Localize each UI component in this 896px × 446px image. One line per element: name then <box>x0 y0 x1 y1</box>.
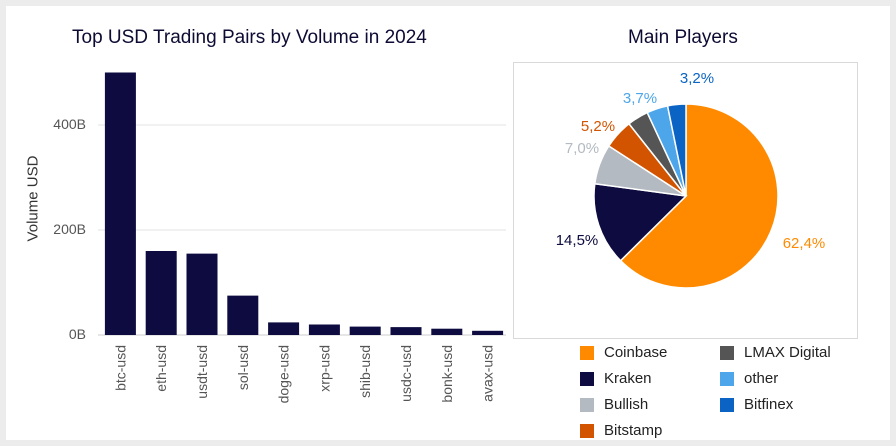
legend-swatch <box>720 345 734 360</box>
pie-slice-label: 62,4% <box>783 235 826 252</box>
legend-label: Coinbase <box>604 344 668 361</box>
bar-x-tick-label: usdc-usd <box>398 345 414 402</box>
window-border-right <box>890 0 896 446</box>
legend-swatch <box>580 423 594 438</box>
pie-chart-title: Main Players <box>628 27 738 48</box>
window-border-bottom <box>0 440 896 446</box>
bar-sol-usd <box>227 295 259 335</box>
legend-label: Bitstamp <box>604 422 663 439</box>
pie-slice-label: 7,0% <box>565 140 599 157</box>
legend-item-bullish: Bullish <box>580 396 648 413</box>
legend-swatch <box>580 397 594 412</box>
bar-x-tick-label: shib-usd <box>357 345 373 398</box>
bar-btc-usd <box>104 72 136 335</box>
pie-slice-bitfinex <box>666 103 687 197</box>
bar-y-tick-label: 200B <box>53 221 86 237</box>
legend-item-other: other <box>720 370 778 387</box>
bar-x-tick-label: btc-usd <box>112 345 128 391</box>
legend-label: LMAX Digital <box>744 344 831 361</box>
bar-x-tick-label: avax-usd <box>480 345 496 402</box>
window-border-left <box>0 0 6 446</box>
bar-x-tick-label: usdt-usd <box>194 345 210 399</box>
legend-label: Bitfinex <box>744 396 794 413</box>
legend-item-kraken: Kraken <box>580 370 652 387</box>
legend-swatch <box>720 371 734 386</box>
bar-y-tick-label: 0B <box>68 326 86 342</box>
bar-x-tick-label: bonk-usd <box>439 345 455 403</box>
window-border-top <box>0 0 896 6</box>
legend-label: Bullish <box>604 396 649 413</box>
bar-y-tick-label: 400B <box>53 116 86 132</box>
pie-slice-label: 3,7% <box>623 90 657 107</box>
bar-shib-usd <box>349 326 381 335</box>
legend-swatch <box>580 371 594 386</box>
legend-label: Kraken <box>604 370 652 387</box>
legend-swatch <box>720 397 734 412</box>
bar-eth-usd <box>145 251 177 335</box>
bar-chart-title: Top USD Trading Pairs by Volume in 2024 <box>72 27 427 48</box>
bar-usdc-usd <box>390 327 422 335</box>
bar-x-tick-label: sol-usd <box>235 345 251 390</box>
pie-slice-kraken <box>593 182 688 262</box>
legend-item-bitstamp: Bitstamp <box>580 422 662 439</box>
pie-chart-legend: Coinbase LMAX Digital Kraken other Bullish Bi… <box>580 342 860 442</box>
legend-item-bitfinex: Bitfinex <box>720 396 793 413</box>
bar-avax-usd <box>472 330 504 335</box>
pie-slice-label: 5,2% <box>581 118 615 135</box>
bar-doge-usd <box>268 322 300 335</box>
legend-swatch <box>580 345 594 360</box>
pie-slice-label: 3,2% <box>680 70 714 87</box>
bar-x-tick-label: doge-usd <box>276 345 292 403</box>
legend-item-coinbase: Coinbase <box>580 344 667 361</box>
legend-item-lmax-digital: LMAX Digital <box>720 344 831 361</box>
bar-usdt-usd <box>186 253 218 335</box>
pie-slice-coinbase <box>619 103 779 289</box>
pie-slice-label: 14,5% <box>556 232 599 249</box>
bar-x-tick-label: xrp-usd <box>316 345 332 392</box>
bar-x-tick-label: eth-usd <box>153 345 169 392</box>
bar-bonk-usd <box>431 328 463 335</box>
legend-label: other <box>744 370 779 387</box>
bar-xrp-usd <box>308 324 340 335</box>
